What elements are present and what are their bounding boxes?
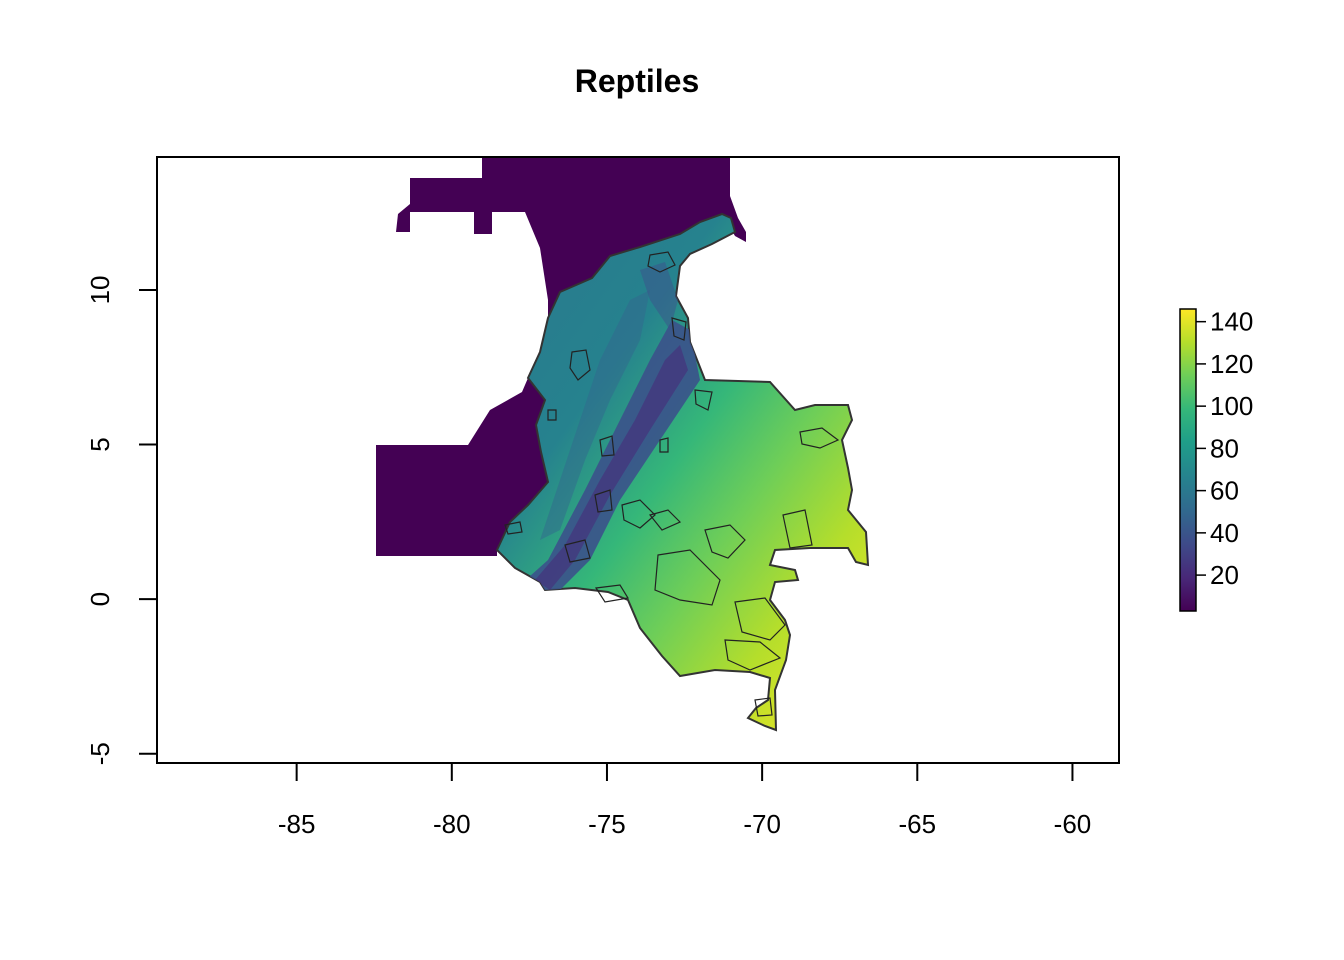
legend-colorbar <box>1179 308 1197 612</box>
legend-tick-label: 140 <box>1210 307 1253 337</box>
y-tick-label: 10 <box>85 275 115 304</box>
x-tick-label: -85 <box>278 809 316 839</box>
legend-tick-label: 100 <box>1210 391 1253 421</box>
x-axis: -85 -80 -75 -70 -65 -60 <box>278 762 1092 839</box>
protected-area-outlines <box>504 251 840 717</box>
legend-tick-label: 60 <box>1210 476 1239 506</box>
map-panel <box>376 157 870 732</box>
color-legend: 20 40 60 80 100 120 140 <box>1179 307 1253 612</box>
andes-low-band <box>520 262 700 595</box>
x-tick-label: -65 <box>899 809 937 839</box>
legend-tick-label: 80 <box>1210 433 1239 463</box>
low-richness-region <box>376 157 746 556</box>
legend-tick-label: 120 <box>1210 349 1253 379</box>
x-tick-label: -60 <box>1054 809 1092 839</box>
y-axis: -5 0 5 10 <box>85 275 158 765</box>
legend-ticks: 20 40 60 80 100 120 140 <box>1196 307 1253 590</box>
y-tick-label: 5 <box>85 437 115 451</box>
colombia-richness-region <box>495 212 870 732</box>
legend-tick-label: 20 <box>1210 560 1239 590</box>
x-tick-label: -80 <box>433 809 471 839</box>
x-tick-label: -75 <box>588 809 626 839</box>
plot-title: Reptiles <box>575 63 699 99</box>
x-tick-label: -70 <box>743 809 781 839</box>
y-tick-label: 0 <box>85 592 115 606</box>
y-tick-label: -5 <box>85 742 115 765</box>
legend-tick-label: 40 <box>1210 518 1239 548</box>
